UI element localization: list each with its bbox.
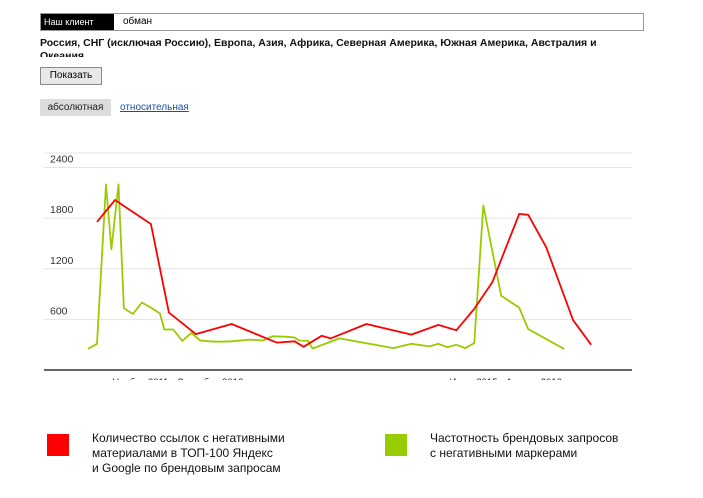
- x-tick-label-0: Ноябрь 2011 - Сентябрь 2012: [112, 377, 243, 380]
- mode-relative-link[interactable]: относительная: [120, 102, 189, 113]
- region-list: Россия, СНГ (исключая Россию), Европа, А…: [40, 37, 597, 57]
- client-chip: Наш клиент: [41, 14, 114, 30]
- series-line-red: [96, 199, 592, 348]
- mode-absolute-button[interactable]: абсолютная: [40, 99, 111, 116]
- show-button[interactable]: Показать: [40, 67, 102, 85]
- legend-red-line-2: материалами в ТОП-100 Яндекс: [92, 446, 273, 460]
- y-tick-label-1200: 1200: [50, 255, 74, 267]
- legend-swatch-green: [385, 434, 407, 456]
- legend-green-line-2: с негативными маркерами: [430, 446, 578, 460]
- legend-label-red: Количество ссылок с негативными материал…: [92, 431, 285, 476]
- legend-label-green: Частотность брендовых запросов с негатив…: [430, 431, 618, 461]
- legend-red-line-1: Количество ссылок с негативными: [92, 431, 285, 445]
- y-tick-label-1800: 1800: [50, 204, 74, 216]
- legend-swatch-red: [47, 434, 69, 456]
- x-tick-label-1: Июль 2015 - Апрель 2016: [450, 377, 562, 380]
- legend-green-line-1: Частотность брендовых запросов: [430, 431, 619, 445]
- y-tick-label-2400: 2400: [50, 154, 74, 166]
- line-chart: 600 1200 1800 2400 Ноябрь 2011 - Сентябрь 20…: [44, 152, 632, 380]
- search-query[interactable]: обман: [123, 16, 153, 27]
- y-tick-label-600: 600: [50, 305, 68, 317]
- search-field[interactable]: Наш клиент обман: [40, 13, 644, 31]
- legend-red-line-3: и Google по брендовым запросам: [92, 461, 281, 475]
